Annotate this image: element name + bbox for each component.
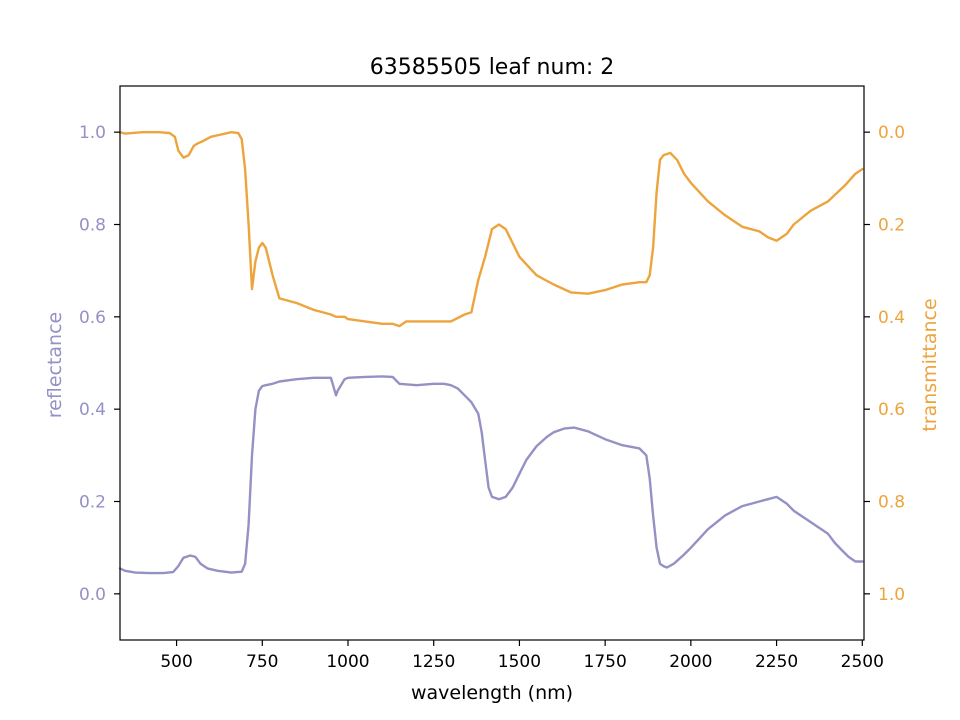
y-right-tick-label: 0.8 <box>878 493 905 513</box>
tick-layer: 500 750 1000 1250 1500 1750 2000 2250 2500 0.0 0.2… <box>79 123 905 672</box>
y-axis-right-label: transmittance <box>919 298 941 431</box>
y-axis-left-label: reflectance <box>44 312 66 418</box>
y-right-tick-label: 0.0 <box>878 123 905 143</box>
x-tick-label: 1500 <box>498 652 541 672</box>
y-left-tick-label: 0.4 <box>79 400 106 420</box>
x-tick-label: 1750 <box>584 652 627 672</box>
y-left-tick-label: 0.8 <box>79 216 106 236</box>
y-right-tick-label: 0.4 <box>878 308 905 328</box>
y-right-tick-label: 1.0 <box>878 585 905 605</box>
reflectance-line <box>118 375 864 575</box>
x-tick-label: 750 <box>246 652 278 672</box>
x-tick-label: 2000 <box>669 652 712 672</box>
chart-title: 63585505 leaf num: 2 <box>370 55 615 80</box>
transmittance-line <box>118 131 864 328</box>
x-tick-label: 500 <box>160 652 192 672</box>
x-axis-label: wavelength (nm) <box>411 682 573 704</box>
y-right-tick-label: 0.6 <box>878 400 905 420</box>
series-layer <box>118 131 864 575</box>
x-tick-label: 1250 <box>412 652 455 672</box>
x-tick-label: 2250 <box>755 652 798 672</box>
plot-frame <box>119 85 865 641</box>
y-left-tick-label: 0.6 <box>79 308 106 328</box>
y-left-tick-label: 1.0 <box>79 123 106 143</box>
y-left-tick-label: 0.0 <box>79 585 106 605</box>
y-right-tick-label: 0.2 <box>878 216 905 236</box>
y-left-tick-label: 0.2 <box>79 493 106 513</box>
x-tick-label: 1000 <box>326 652 369 672</box>
x-tick-label: 2500 <box>841 652 884 672</box>
